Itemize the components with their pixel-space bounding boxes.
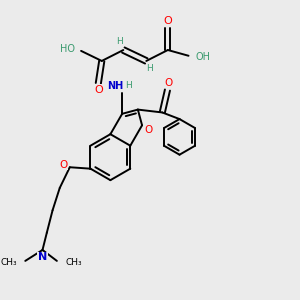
- Text: H: H: [116, 38, 123, 46]
- Text: O: O: [94, 85, 103, 95]
- Text: CH₃: CH₃: [0, 258, 16, 267]
- Text: H: H: [125, 81, 132, 90]
- Text: CH₃: CH₃: [65, 258, 82, 267]
- Text: O: O: [165, 78, 173, 88]
- Text: NH: NH: [107, 81, 123, 91]
- Text: OH: OH: [196, 52, 211, 62]
- Text: O: O: [144, 125, 152, 136]
- Text: O: O: [164, 16, 172, 26]
- Text: H: H: [146, 64, 153, 74]
- Text: O: O: [59, 160, 68, 170]
- Text: N: N: [38, 252, 47, 262]
- Text: HO: HO: [60, 44, 75, 54]
